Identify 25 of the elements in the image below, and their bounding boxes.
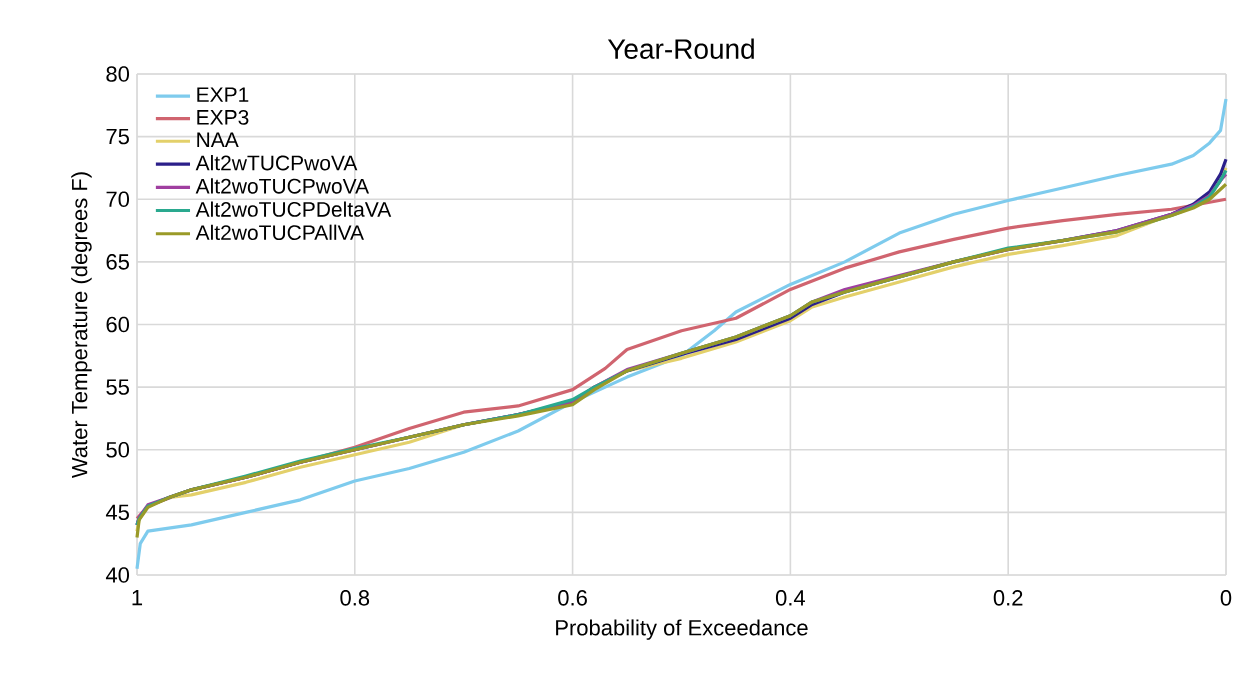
x-tick-label: 0.4	[775, 590, 806, 606]
x-tick-label: 0	[1220, 590, 1232, 606]
x-axis-title: Probability of Exceedance	[556, 619, 808, 640]
y-tick-label: 65	[106, 254, 129, 270]
x-tick-label: 0.8	[340, 590, 370, 606]
y-tick-label: 80	[106, 66, 130, 82]
y-tick-label: 55	[106, 379, 129, 395]
legend-label: NAA	[197, 132, 239, 147]
y-tick-label: 45	[105, 504, 129, 521]
y-axis-title: Water Temperature (degrees F)	[71, 172, 92, 479]
legend-label: EXP1	[197, 87, 249, 102]
legend-label: Alt2woTUCPwoVA	[195, 178, 370, 194]
legend-label: EXP3	[197, 109, 249, 125]
legend-label: Alt2woTUCPAllVA	[195, 224, 364, 241]
x-tick-label: 0.2	[993, 590, 1023, 606]
legend-label: Alt2woTUCPDeltaVA	[195, 201, 392, 217]
y-tick-label: 40	[105, 567, 130, 583]
x-tick-label: 0.6	[558, 590, 587, 606]
y-tick-label: 50	[106, 441, 130, 458]
x-tick-label: 1	[132, 590, 143, 606]
chart-title: Year-Round	[607, 38, 754, 59]
y-tick-label: 60	[106, 316, 130, 333]
legend-label: Alt2wTUCPwoVA	[195, 154, 358, 171]
y-tick-label: 70	[106, 191, 130, 208]
y-tick-label: 75	[106, 128, 129, 145]
